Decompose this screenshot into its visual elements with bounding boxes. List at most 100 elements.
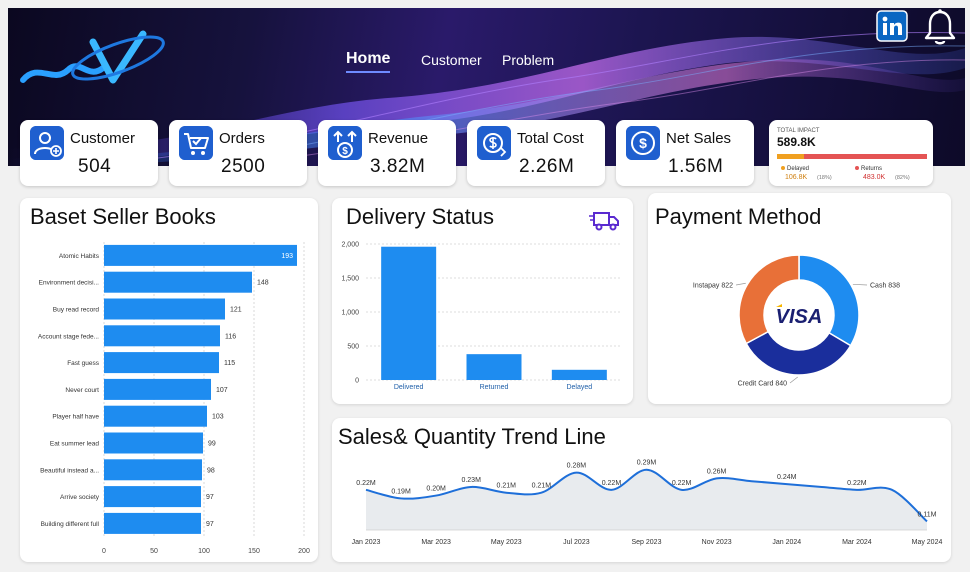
point-label: 0.22M [672, 480, 692, 487]
svg-text:$: $ [342, 146, 348, 157]
nav-home[interactable]: Home [346, 50, 391, 73]
x-tick-label: 0 [102, 548, 106, 555]
kpi-card-total-cost: Total Cost 2.26M [467, 120, 605, 186]
x-tick-label: Sep 2023 [632, 539, 662, 546]
returns-value: 483.0K [863, 174, 886, 181]
x-tick-label: Jan 2024 [772, 539, 801, 546]
category-label: Delivered [394, 384, 424, 391]
total-impact-card: TOTAL IMPACT 589.8K Delayed 106.8K (18%)… [769, 120, 933, 186]
returns-label: Returns [861, 166, 883, 172]
visa-logo-accent [776, 304, 782, 307]
dollar-icon: $ [626, 126, 660, 160]
y-tick-label: 2,000 [341, 242, 359, 249]
data-label: 107 [216, 387, 228, 394]
donut-slice[interactable] [745, 330, 852, 376]
point-label: 0.21M [532, 483, 552, 490]
x-tick-label: Mar 2024 [842, 539, 872, 546]
category-label: Account stage fede... [38, 333, 99, 340]
delivery-status-chart: 0 500 1,000 1,500 2,000 Delivered Returned Dela… [341, 242, 622, 391]
category-label: Buy read record [53, 307, 100, 314]
bar[interactable] [104, 432, 203, 454]
impact-bar [777, 154, 927, 159]
data-label: 116 [225, 333, 236, 340]
point-label: 0.29M [637, 460, 657, 467]
trend-line[interactable] [365, 468, 928, 523]
data-label: 99 [208, 441, 216, 448]
point-label: 0.22M [356, 480, 376, 487]
slice-label: Instapay 822 [693, 283, 733, 290]
category-label: Returned [480, 384, 509, 391]
category-label: Beautiful instead a... [40, 467, 99, 474]
customer-icon [30, 126, 64, 160]
point-label: 0.20M [426, 486, 446, 493]
x-tick-label: May 2024 [912, 539, 943, 546]
kpi-value: 504 [78, 156, 112, 177]
kpi-label: Customer [70, 130, 136, 147]
impact-bar-fill [777, 154, 804, 159]
category-label: Fast guess [67, 360, 100, 367]
bar[interactable] [104, 244, 297, 266]
leader-line [852, 283, 868, 286]
point-label: 0.22M [847, 480, 867, 487]
bar[interactable] [104, 378, 211, 400]
bar[interactable] [104, 459, 202, 481]
point-label: 0.23M [461, 477, 481, 484]
data-label: 148 [257, 280, 269, 287]
sales-trend-chart: 0.22M 0.19M 0.20M 0.23M 0.21M 0.21M 0.28M 0.22M… [352, 460, 943, 546]
bar[interactable] [466, 354, 522, 380]
category-label: Building different full [41, 521, 100, 528]
point-label: 0.22M [602, 480, 622, 487]
kpi-label: Total Cost [517, 130, 584, 147]
impact-value: 589.8K [777, 135, 816, 149]
bar[interactable] [104, 512, 201, 534]
category-label: Atomic Habits [59, 253, 100, 260]
nav-problem[interactable]: Problem [502, 52, 555, 68]
panel-title: Sales& Quantity Trend Line [338, 424, 606, 449]
bar[interactable] [104, 486, 201, 508]
kpi-card-orders: Orders 2500 [169, 120, 307, 186]
kpi-value: 1.56M [668, 156, 724, 177]
best-seller-panel: Baset Seller Books 0 50 100 150 200 Atomic Ha… [20, 198, 318, 562]
y-tick-label: 1,500 [341, 276, 359, 283]
kpi-card-net-sales: $ Net Sales 1.56M [616, 120, 754, 186]
category-label: Player half have [52, 414, 99, 421]
logo-icon [20, 30, 165, 84]
linkedin-icon[interactable] [876, 10, 908, 42]
donut-slice[interactable] [798, 254, 860, 347]
kpi-value: 2500 [221, 156, 266, 177]
leader-line [735, 282, 746, 286]
payment-method-panel: Payment Method VISA Cash 838 Credit Card 8… [648, 193, 951, 404]
area-fill [366, 469, 927, 530]
point-label: 0.28M [567, 463, 587, 470]
point-label: 0.11M [918, 511, 937, 518]
visa-logo: VISA [776, 306, 823, 328]
bar[interactable] [551, 369, 607, 380]
x-tick-label: 50 [150, 548, 158, 555]
data-label: 97 [206, 494, 214, 501]
panel-title: Delivery Status [346, 204, 494, 229]
x-tick-label: Jan 2023 [352, 539, 381, 546]
delivery-status-panel: Delivery Status 0 500 1,000 1,500 2,000 Deliv… [332, 198, 633, 404]
bar[interactable] [104, 405, 207, 427]
bell-icon[interactable] [920, 8, 960, 48]
cart-icon [179, 126, 213, 160]
data-label: 193 [281, 253, 293, 260]
category-label: Delayed [566, 384, 592, 391]
bar[interactable] [381, 246, 437, 380]
x-tick-label: Mar 2023 [421, 539, 451, 546]
kpi-card-customer: Customer 504 [20, 120, 158, 186]
x-tick-label: 150 [248, 548, 260, 555]
data-label: 98 [207, 467, 215, 474]
bar[interactable] [104, 325, 220, 347]
nav-customer[interactable]: Customer [421, 52, 482, 68]
bar[interactable] [104, 298, 225, 320]
bar[interactable] [104, 271, 252, 293]
sales-trend-panel: Sales& Quantity Trend Line 0.22M 0.19M 0.2… [332, 418, 951, 562]
donut-slice[interactable] [738, 254, 800, 345]
point-label: 0.19M [391, 488, 411, 495]
data-label: 97 [206, 521, 214, 528]
bar[interactable] [104, 352, 219, 374]
payment-method-chart: VISA Cash 838 Credit Card 840 Instapay 822 [693, 254, 900, 388]
revenue-icon: $ [328, 126, 362, 160]
